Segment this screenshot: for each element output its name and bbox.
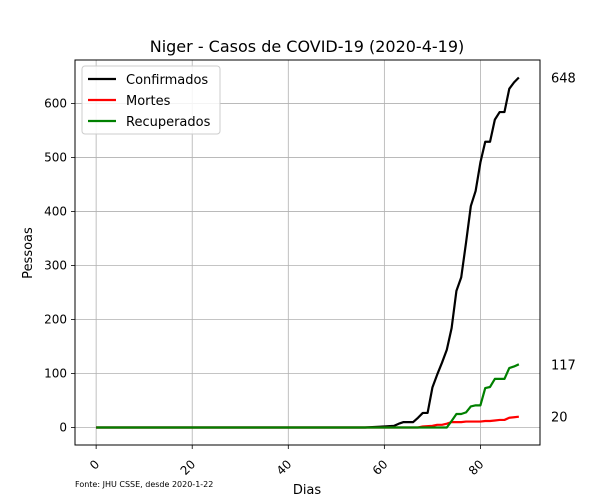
x-tick-label: 20 [178, 457, 199, 478]
y-tick-label: 200 [44, 312, 67, 326]
series-line-recuperados [96, 363, 520, 429]
x-tick-label: 0 [87, 457, 102, 472]
legend-label-recuperados: Recuperados [126, 115, 211, 130]
x-axis-label: Dias [293, 483, 322, 498]
end-label-mortes: 20 [551, 411, 568, 426]
y-tick-label: 100 [44, 366, 67, 380]
plot-frame [74, 59, 541, 446]
plot-series [96, 76, 520, 429]
end-value-labels: 648 20 117 [551, 72, 576, 426]
y-tick-label: 0 [59, 421, 67, 435]
y-tick-label: 300 [44, 258, 67, 272]
y-axis-ticks: 0 100 200 300 400 500 600 [44, 96, 75, 435]
end-label-confirmados: 648 [551, 72, 576, 87]
legend: Confirmados Mortes Recuperados [81, 65, 221, 135]
series-line-mortes [96, 415, 519, 429]
series-line-confirmados [96, 76, 520, 429]
source-note: Fonte: JHU CSSE, desde 2020-1-22 [75, 480, 213, 489]
y-axis-label: Pessoas [21, 227, 36, 279]
legend-box [81, 65, 221, 135]
y-tick-label: 500 [44, 150, 67, 164]
x-tick-label: 40 [274, 457, 295, 478]
end-label-recuperados: 117 [551, 358, 576, 373]
x-tick-label: 60 [370, 457, 391, 478]
y-tick-label: 400 [44, 204, 67, 218]
legend-label-mortes: Mortes [126, 94, 171, 109]
x-tick-label: 80 [466, 457, 487, 478]
chart-title: Niger - Casos de COVID-19 (2020-4-19) [150, 37, 465, 56]
y-tick-label: 600 [44, 96, 67, 110]
legend-label-confirmados: Confirmados [126, 73, 208, 88]
x-axis-ticks: 0 20 40 60 80 [87, 445, 487, 478]
